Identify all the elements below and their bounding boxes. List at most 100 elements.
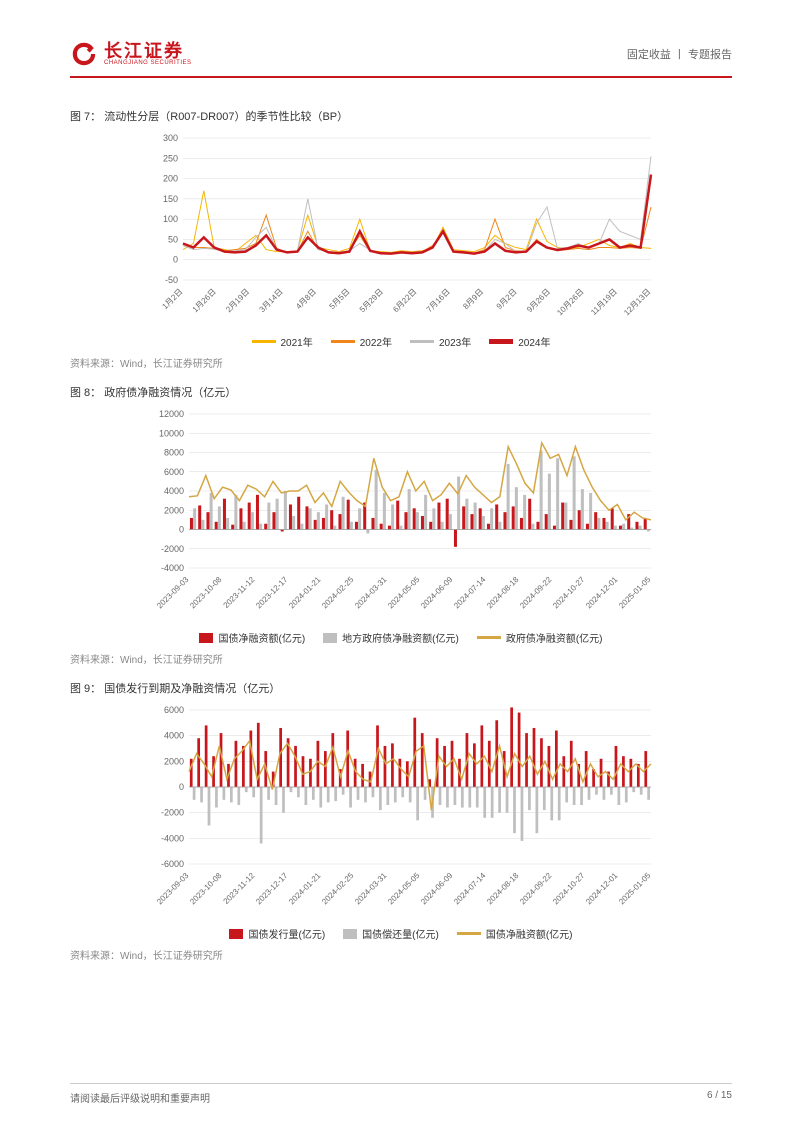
svg-text:2024-09-22: 2024-09-22 (518, 871, 554, 907)
legend-swatch (410, 340, 434, 343)
svg-text:2024-02-25: 2024-02-25 (320, 575, 356, 611)
svg-text:2023-12-17: 2023-12-17 (254, 575, 290, 611)
svg-text:10000: 10000 (159, 428, 184, 438)
svg-text:200: 200 (163, 174, 178, 184)
chart8-block: 图 8： 政府债净融资情况（亿元） -4000-2000020004000600… (70, 384, 732, 666)
chart7-caption-label: 图 7： (70, 111, 101, 123)
svg-text:-4000: -4000 (161, 563, 184, 573)
legend-swatch (229, 929, 243, 939)
page-total: 15 (721, 1090, 732, 1101)
chart9-caption-title: 国债发行到期及净融资情况（亿元） (104, 683, 280, 695)
svg-text:11月19日: 11月19日 (589, 287, 619, 317)
chart8-svg: -4000-2000020004000600080001000012000202… (141, 406, 661, 626)
svg-text:8月9日: 8月9日 (461, 287, 485, 311)
legend-swatch (323, 633, 337, 643)
legend-label: 国债净融资额(亿元) (218, 630, 305, 645)
svg-text:0: 0 (179, 782, 184, 792)
svg-text:2023-11-12: 2023-11-12 (222, 575, 257, 610)
svg-text:2023-12-17: 2023-12-17 (254, 871, 290, 907)
page-header: 长江证券 CHANGJIANG SECURITIES 固定收益 丨 专题报告 (70, 40, 732, 78)
chart7-block: 图 7： 流动性分层（R007-DR007）的季节性比较（BP） -500501… (70, 108, 732, 370)
svg-text:2024-03-31: 2024-03-31 (353, 871, 389, 907)
chart8-caption-label: 图 8： (70, 387, 101, 399)
legend-swatch (343, 929, 357, 939)
page-footer: 请阅读最后评级说明和重要声明 6 / 15 (70, 1083, 732, 1105)
legend-item: 国债净融资额(亿元) (457, 926, 573, 941)
svg-text:1月2日: 1月2日 (160, 287, 184, 311)
chart7-legend: 2021年 2022年 2023年 2024年 (70, 334, 732, 349)
svg-text:2023-10-08: 2023-10-08 (188, 871, 224, 907)
svg-text:12000: 12000 (159, 409, 184, 419)
chart9-legend: 国债发行量(亿元)国债偿还量(亿元)国债净融资额(亿元) (70, 926, 732, 941)
svg-text:2023-10-08: 2023-10-08 (188, 575, 224, 611)
logo-en: CHANGJIANG SECURITIES (104, 60, 192, 66)
legend-swatch (331, 340, 355, 343)
svg-text:5月29日: 5月29日 (358, 287, 385, 314)
svg-text:300: 300 (163, 133, 178, 143)
svg-text:6000: 6000 (164, 467, 184, 477)
svg-text:2024-06-09: 2024-06-09 (419, 575, 455, 611)
svg-text:-2000: -2000 (161, 544, 184, 554)
header-category: 固定收益 丨 专题报告 (627, 46, 732, 62)
legend-label: 政府债净融资额(亿元) (506, 630, 603, 645)
legend-item: 政府债净融资额(亿元) (477, 630, 603, 645)
footer-disclaimer: 请阅读最后评级说明和重要声明 (70, 1090, 210, 1105)
svg-text:2023-11-12: 2023-11-12 (222, 871, 257, 906)
legend-swatch (252, 340, 276, 343)
svg-text:2024-01-21: 2024-01-21 (287, 871, 323, 907)
legend-label: 国债发行量(亿元) (248, 926, 325, 941)
svg-text:1月26日: 1月26日 (191, 287, 218, 314)
svg-text:3月14日: 3月14日 (258, 287, 285, 314)
legend-swatch (457, 932, 481, 935)
svg-text:2023-09-03: 2023-09-03 (155, 575, 191, 611)
legend-swatch (199, 633, 213, 643)
svg-text:2024-05-05: 2024-05-05 (386, 575, 422, 611)
svg-text:250: 250 (163, 153, 178, 163)
footer-page: 6 / 15 (707, 1090, 732, 1105)
svg-text:8000: 8000 (164, 448, 184, 458)
svg-text:10月26日: 10月26日 (555, 287, 585, 317)
svg-text:7月16日: 7月16日 (425, 287, 452, 314)
svg-text:2024-10-27: 2024-10-27 (551, 575, 587, 611)
svg-text:2023-09-03: 2023-09-03 (155, 871, 191, 907)
logo: 长江证券 CHANGJIANG SECURITIES (70, 40, 192, 68)
chart9-caption-label: 图 9： (70, 683, 101, 695)
svg-text:50: 50 (168, 234, 178, 244)
legend-label: 地方政府债净融资额(亿元) (342, 630, 459, 645)
chart7-source: 资料来源：Wind，长江证券研究所 (70, 355, 732, 370)
logo-icon (70, 40, 98, 68)
legend-swatch (477, 636, 501, 639)
chart7-caption-title: 流动性分层（R007-DR007）的季节性比较（BP） (104, 111, 348, 123)
chart8-caption-title: 政府债净融资情况（亿元） (104, 387, 236, 399)
logo-cn: 长江证券 (104, 42, 192, 60)
svg-text:5月5日: 5月5日 (328, 287, 352, 311)
legend-item: 2024年 (489, 334, 550, 349)
svg-text:-6000: -6000 (161, 859, 184, 869)
svg-text:6000: 6000 (164, 705, 184, 715)
chart9-block: 图 9： 国债发行到期及净融资情况（亿元） -6000-4000-2000020… (70, 680, 732, 962)
svg-text:2月19日: 2月19日 (224, 287, 251, 314)
page-current: 6 (707, 1090, 713, 1101)
svg-text:4000: 4000 (164, 486, 184, 496)
svg-text:4月8日: 4月8日 (294, 287, 318, 311)
legend-label: 国债净融资额(亿元) (486, 926, 573, 941)
legend-item: 2022年 (331, 334, 392, 349)
svg-text:0: 0 (173, 255, 178, 265)
svg-text:2024-06-09: 2024-06-09 (419, 871, 455, 907)
chart7-svg: -500501001502002503001月2日1月26日2月19日3月14日… (141, 130, 661, 330)
logo-text: 长江证券 CHANGJIANG SECURITIES (104, 42, 192, 66)
svg-text:9月26日: 9月26日 (525, 287, 552, 314)
svg-text:150: 150 (163, 194, 178, 204)
legend-label: 2021年 (281, 334, 313, 349)
svg-text:2024-07-14: 2024-07-14 (452, 575, 488, 611)
svg-text:6月22日: 6月22日 (391, 287, 418, 314)
legend-item: 国债发行量(亿元) (229, 926, 325, 941)
svg-text:9月2日: 9月2日 (495, 287, 519, 311)
svg-text:12月13日: 12月13日 (622, 287, 652, 317)
legend-swatch (489, 339, 513, 344)
svg-text:2024-02-25: 2024-02-25 (320, 871, 356, 907)
chart9-source: 资料来源：Wind，长江证券研究所 (70, 947, 732, 962)
legend-label: 2023年 (439, 334, 471, 349)
svg-text:4000: 4000 (164, 731, 184, 741)
legend-item: 2021年 (252, 334, 313, 349)
